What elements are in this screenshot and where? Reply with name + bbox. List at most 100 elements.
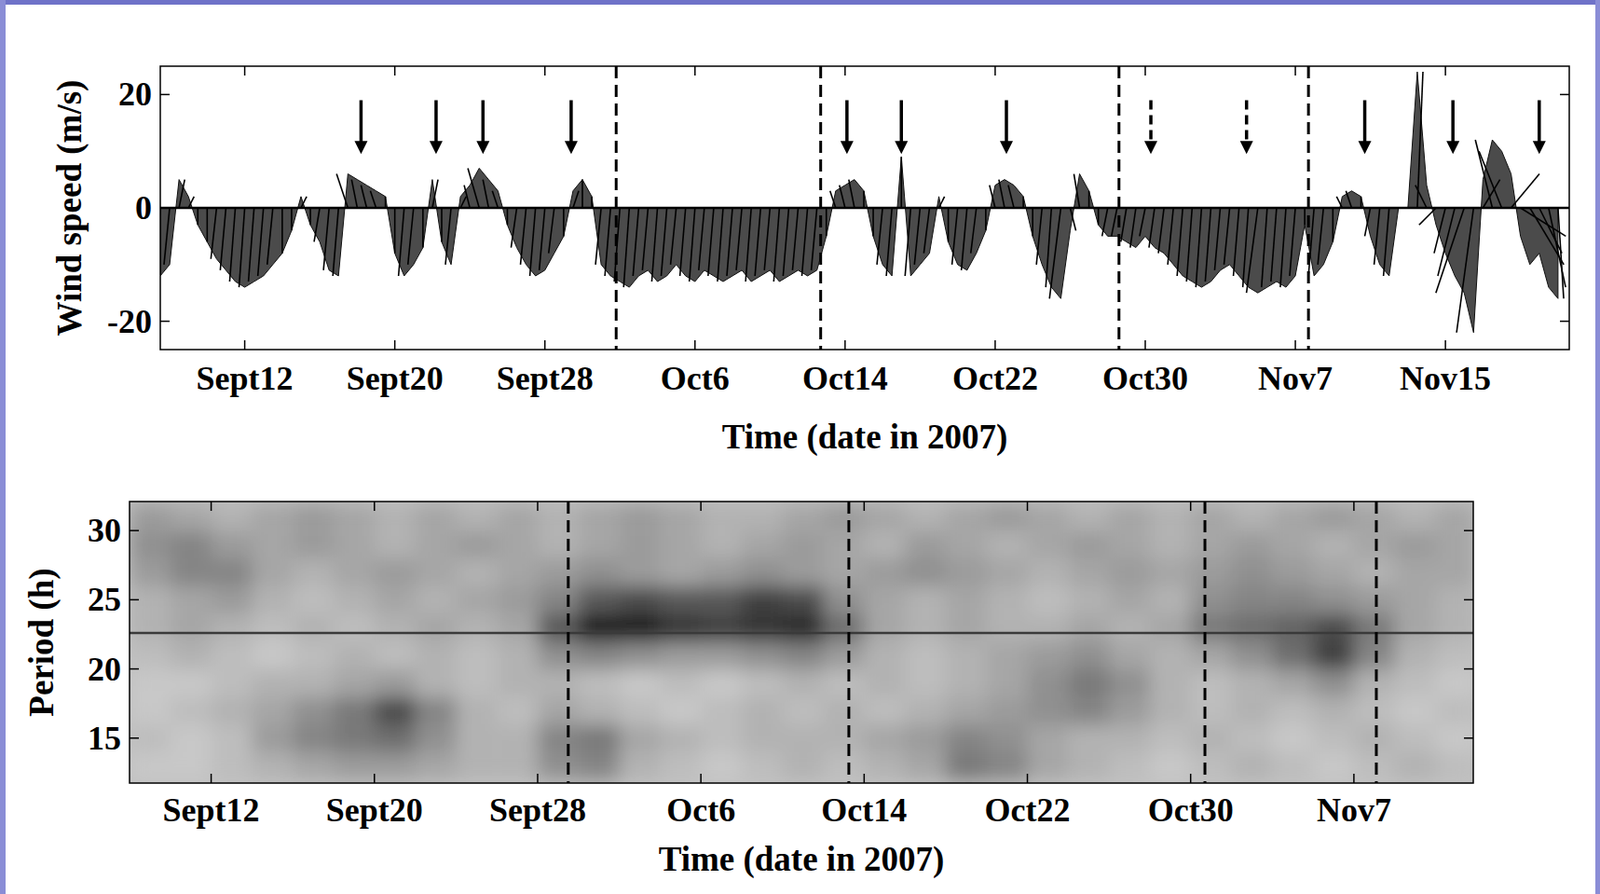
wind-stick [984, 207, 987, 231]
slide-border [0, 0, 1600, 5]
wind-stick [1204, 207, 1211, 282]
y-axis-title: Period (h) [22, 567, 62, 716]
wind-stick [1303, 207, 1306, 225]
heatmap-cell [496, 669, 538, 698]
wind-stick [267, 207, 274, 265]
heatmap-cell [945, 752, 987, 780]
wind-stick [1243, 207, 1249, 288]
zero-line [160, 206, 1570, 210]
heatmap-cell [496, 502, 538, 531]
stick-envelope [160, 71, 1559, 333]
heatmap-cell [129, 530, 171, 559]
heatmap-cell [741, 641, 783, 670]
heatmap-cell [170, 558, 212, 587]
heatmap-cell [1027, 558, 1069, 587]
heatmap-cell [455, 696, 497, 725]
x-tick-label: Sept28 [496, 359, 594, 397]
heatmap-cell [945, 502, 987, 531]
wind-stick [369, 191, 376, 208]
heatmap-cell [863, 696, 905, 725]
heatmap-cell [292, 558, 334, 587]
heatmap-cell [659, 558, 701, 587]
x-tick [536, 773, 539, 783]
x-tick [1294, 66, 1297, 76]
heatmap-cell [1190, 558, 1232, 587]
heatmap-cell [374, 586, 416, 615]
wind-stick [764, 207, 770, 271]
heatmap-cell [863, 613, 905, 642]
heatmap-cell [170, 502, 212, 531]
heatmap-cell [741, 669, 783, 698]
heatmap-cell [619, 752, 661, 780]
heatmap-cell [1027, 586, 1069, 615]
heatmap-cell [986, 502, 1028, 531]
arrow [1450, 99, 1455, 145]
chart: Sept12Sept20Sept28Oct6Oct14Oct22Oct30Nov… [50, 66, 1571, 457]
y-tick-label: 30 [87, 511, 122, 549]
x-tick-label: Oct22 [952, 359, 1039, 397]
x-tick [1444, 340, 1447, 350]
y-tick [129, 529, 139, 532]
heatmap-cell [1149, 669, 1191, 698]
x-tick-label: Oct14 [820, 791, 907, 829]
heatmap-cell [1149, 502, 1191, 531]
wind-stick [394, 207, 397, 254]
x-tick [844, 66, 847, 76]
heatmap-cell [374, 502, 416, 531]
heatmap-cell [945, 558, 987, 587]
wind-stick [1417, 71, 1423, 208]
wind-stick [717, 207, 724, 282]
heatmap-cell [782, 586, 824, 615]
wind-stick [1345, 191, 1352, 208]
heatmap-cell [700, 502, 742, 531]
wind-stick [384, 196, 387, 208]
heatmap-cell [1231, 641, 1273, 670]
wind-stick [300, 196, 307, 208]
plot-frame [129, 501, 1474, 783]
arrow-head [1446, 140, 1460, 154]
x-tick-label: Oct14 [802, 359, 889, 397]
wind-stick [1102, 207, 1108, 236]
heatmap-cell [333, 530, 375, 559]
heatmap-cell [1190, 724, 1232, 753]
heatmap-cell [1312, 752, 1354, 780]
heatmap-cell [700, 752, 742, 780]
wind-stick [839, 185, 846, 208]
y-tick [1463, 529, 1474, 532]
heatmap-cell [374, 641, 416, 670]
heatmap-cell [1067, 641, 1109, 670]
heatmap-cell [211, 641, 253, 670]
heatmap-cell [1435, 613, 1474, 642]
heatmap-cell [251, 724, 293, 753]
heatmap-cell [945, 641, 987, 670]
wind-stick [482, 179, 489, 208]
heatmap-cell [1353, 752, 1395, 780]
wind-stick [258, 207, 264, 276]
heatmap-cell [823, 696, 865, 725]
wind-stick [1214, 207, 1220, 271]
heatmap-cell [1271, 586, 1313, 615]
y-tick [129, 737, 139, 739]
wind-stick [661, 207, 668, 276]
heatmap-cell [986, 752, 1028, 780]
heatmap-cell [129, 724, 171, 753]
slide-border [0, 0, 6, 894]
heatmap-cell [823, 502, 865, 531]
heatmap-cell [415, 724, 457, 753]
heatmap-cell [496, 558, 538, 587]
wind-stick [698, 207, 705, 271]
heatmap-cell [496, 530, 538, 559]
heatmap-cell [1435, 669, 1474, 698]
heatmap-cell [170, 724, 212, 753]
heatmap-cell [292, 586, 334, 615]
heatmap-cell [333, 502, 375, 531]
heatmap-cell [659, 752, 701, 780]
x-tick-label: Sept20 [346, 359, 444, 397]
heatmap-cell [537, 613, 579, 642]
heatmap-cell [945, 613, 987, 642]
heatmap-cell [1190, 530, 1232, 559]
plot-area [160, 66, 1570, 350]
heatmap-cell [496, 613, 538, 642]
wind-stick [314, 207, 320, 242]
x-tick [844, 340, 847, 350]
